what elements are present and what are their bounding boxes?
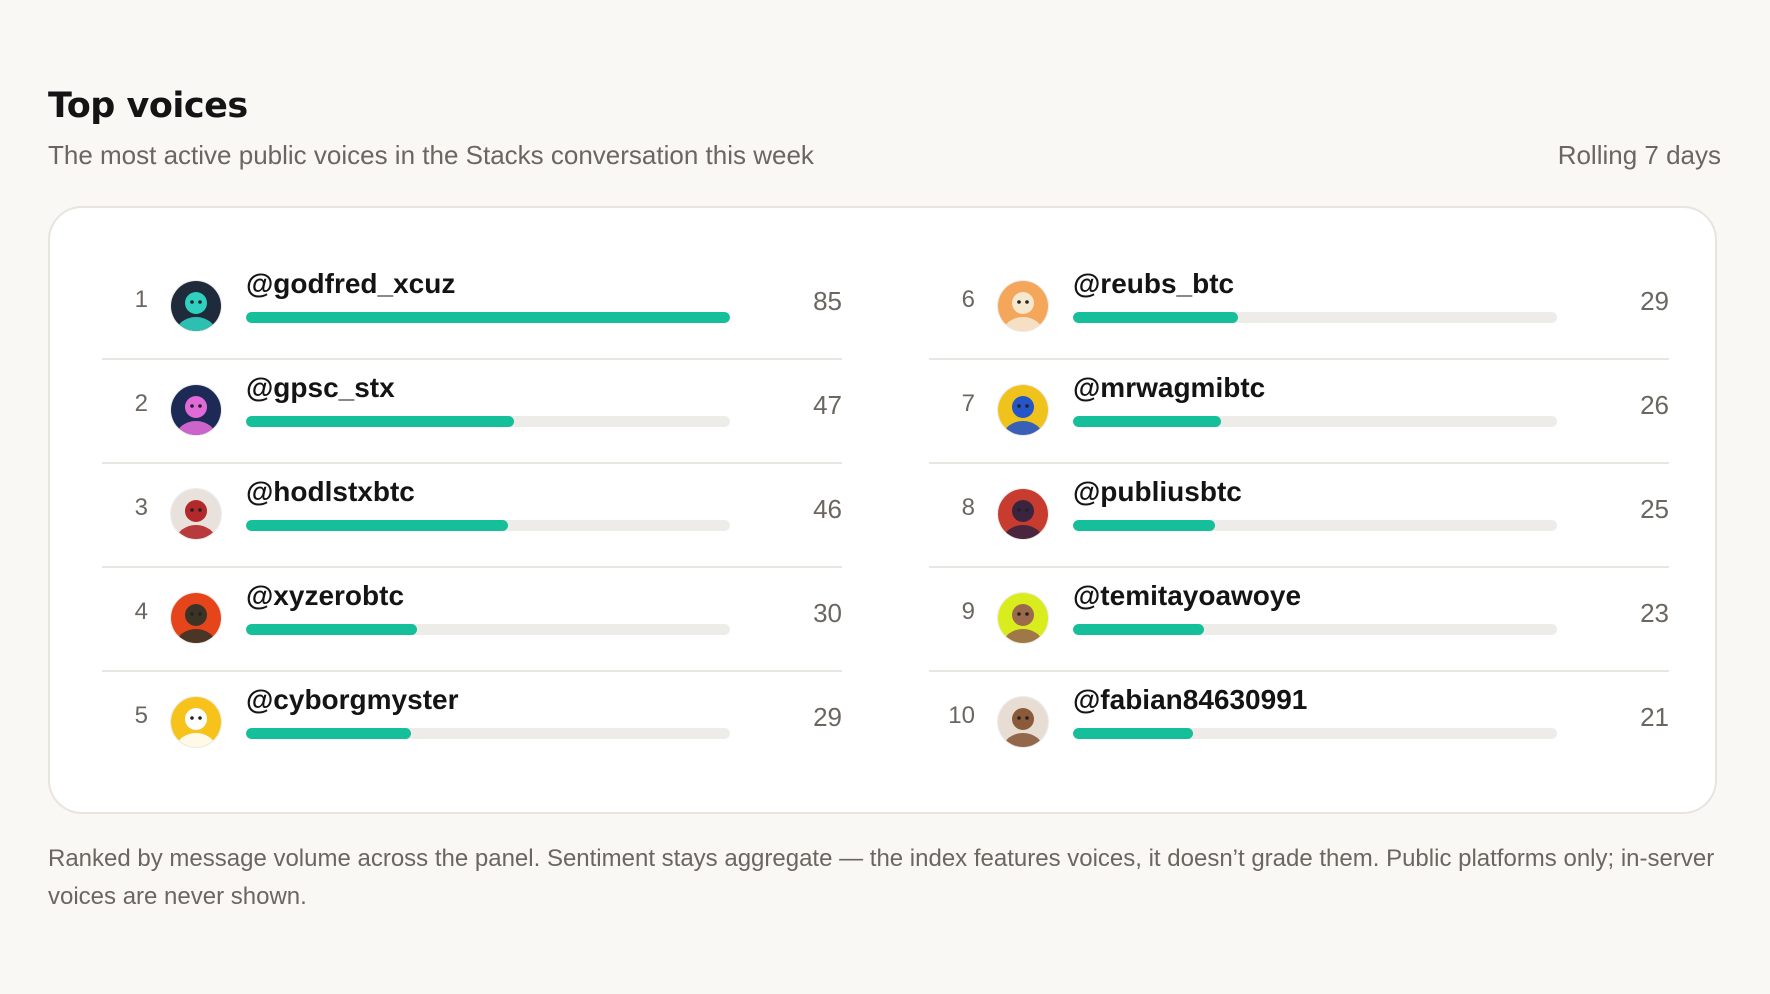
red-cap-ape-avatar-icon[interactable] xyxy=(170,488,222,540)
volume-bar-track xyxy=(246,520,730,531)
volume-bar-fill xyxy=(1073,624,1205,635)
rank-number: 4 xyxy=(134,598,148,625)
volume-bar-track xyxy=(1073,416,1557,427)
rank-number: 10 xyxy=(948,702,975,729)
volume-bar-track xyxy=(246,312,730,323)
voice-handle[interactable]: @publiusbtc xyxy=(1073,476,1242,507)
page-title: Top voices xyxy=(48,86,248,126)
volume-bar-track xyxy=(246,624,730,635)
volume-bar-fill xyxy=(246,624,417,635)
orange-cat-avatar-icon[interactable] xyxy=(997,280,1049,332)
voice-handle[interactable]: @hodlstxbtc xyxy=(246,476,415,507)
leaderboard-row[interactable]: 2 @gpsc_stx 47 xyxy=(102,360,842,464)
volume-bar-fill xyxy=(1073,416,1222,427)
volume-bar-fill xyxy=(1073,728,1193,739)
leaderboard-row[interactable]: 9 @temitayoawoye 23 xyxy=(929,568,1669,672)
volume-bar-track xyxy=(1073,624,1557,635)
volume-bar-fill xyxy=(246,312,730,323)
rank-number: 3 xyxy=(134,494,148,521)
rank-number: 8 xyxy=(961,494,975,521)
rank-number: 1 xyxy=(134,286,148,313)
crowned-man-avatar-icon[interactable] xyxy=(997,696,1049,748)
top-voices-section: Top voices The most active public voices… xyxy=(48,84,1721,910)
message-count: 26 xyxy=(1640,390,1669,420)
leaderboard-row[interactable]: 4 @xyzerobtc 30 xyxy=(102,568,842,672)
time-window-label: Rolling 7 days xyxy=(1557,140,1721,170)
methodology-footnote: Ranked by message volume across the pane… xyxy=(48,845,1715,910)
subtitle-row: The most active public voices in the Sta… xyxy=(48,138,1721,172)
leaderboard-row[interactable]: 5 @cyborgmyster 29 xyxy=(102,672,842,776)
message-count: 25 xyxy=(1640,494,1669,524)
leaderboard-card: 1 @godfred_xcuz 85 2 @gpsc_stx 47 3 @hodlstxbtc… xyxy=(48,206,1717,814)
rank-number: 9 xyxy=(961,598,975,625)
volume-bar-fill xyxy=(1073,312,1239,323)
volume-bar-track xyxy=(1073,520,1557,531)
leaderboard-column-right: 6 @reubs_btc 29 7 @mrwagmibtc 26 8 @publiusbtc 2… xyxy=(929,256,1669,776)
soldier-avatar-icon[interactable] xyxy=(170,592,222,644)
message-count: 47 xyxy=(813,390,842,420)
message-count: 30 xyxy=(813,598,842,628)
voice-handle[interactable]: @godfred_xcuz xyxy=(246,268,456,299)
voice-handle[interactable]: @mrwagmibtc xyxy=(1073,372,1266,403)
message-count: 85 xyxy=(813,286,842,316)
leaderboard-row[interactable]: 1 @godfred_xcuz 85 xyxy=(102,256,842,360)
message-count: 46 xyxy=(813,494,842,524)
green-alien-avatar-icon[interactable] xyxy=(170,280,222,332)
volume-bar-fill xyxy=(246,416,514,427)
rank-number: 2 xyxy=(134,390,148,417)
volume-bar-track xyxy=(246,728,730,739)
voice-handle[interactable]: @reubs_btc xyxy=(1073,268,1235,299)
rank-number: 6 xyxy=(961,286,975,313)
red-knight-avatar-icon[interactable] xyxy=(997,488,1049,540)
rank-number: 5 xyxy=(134,702,148,729)
message-count: 29 xyxy=(813,702,842,732)
leaderboard-row[interactable]: 10 @fabian84630991 21 xyxy=(929,672,1669,776)
volume-bar-track xyxy=(1073,312,1557,323)
volume-bar-fill xyxy=(246,728,412,739)
voice-handle[interactable]: @fabian84630991 xyxy=(1073,684,1308,715)
lime-portrait-avatar-icon[interactable] xyxy=(997,592,1049,644)
voice-handle[interactable]: @xyzerobtc xyxy=(246,580,405,611)
leaderboard-row[interactable]: 7 @mrwagmibtc 26 xyxy=(929,360,1669,464)
message-count: 23 xyxy=(1640,598,1669,628)
voice-handle[interactable]: @cyborgmyster xyxy=(246,684,459,715)
message-count: 29 xyxy=(1640,286,1669,316)
message-count: 21 xyxy=(1640,702,1669,732)
volume-bar-fill xyxy=(246,520,508,531)
leaderboard-column-left: 1 @godfred_xcuz 85 2 @gpsc_stx 47 3 @hodlstxbtc… xyxy=(102,256,842,776)
blue-hood-avatar-icon[interactable] xyxy=(997,384,1049,436)
leaderboard-row[interactable]: 3 @hodlstxbtc 46 xyxy=(102,464,842,568)
volume-bar-track xyxy=(1073,728,1557,739)
voice-handle[interactable]: @gpsc_stx xyxy=(246,372,395,403)
volume-bar-track xyxy=(246,416,730,427)
yellow-cat-glasses-avatar-icon[interactable] xyxy=(170,696,222,748)
astronaut-avatar-icon[interactable] xyxy=(170,384,222,436)
voice-handle[interactable]: @temitayoawoye xyxy=(1073,580,1302,611)
rank-number: 7 xyxy=(961,390,975,417)
leaderboard-row[interactable]: 8 @publiusbtc 25 xyxy=(929,464,1669,568)
page-subtitle: The most active public voices in the Sta… xyxy=(48,140,814,170)
volume-bar-fill xyxy=(1073,520,1216,531)
leaderboard-row[interactable]: 6 @reubs_btc 29 xyxy=(929,256,1669,360)
